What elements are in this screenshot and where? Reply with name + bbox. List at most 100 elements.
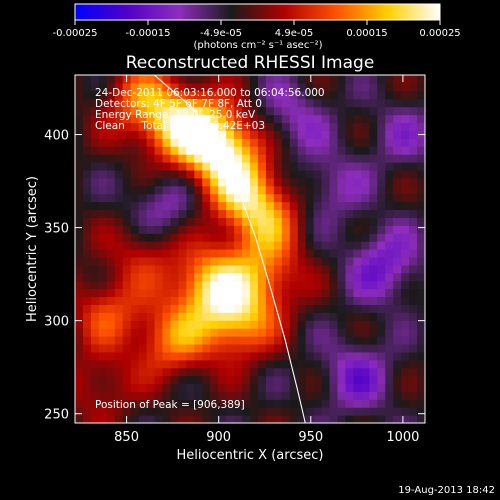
heatmap-cell	[265, 367, 275, 377]
heatmap-cell	[409, 399, 418, 408]
heatmap-cell	[106, 320, 116, 329]
heatmap-cell	[361, 154, 370, 163]
heatmap-cell	[138, 312, 148, 321]
heatmap-cell	[281, 130, 291, 139]
heatmap-cell	[313, 130, 323, 139]
heatmap-cell	[345, 169, 355, 179]
heatmap-cell	[345, 256, 355, 266]
heatmap-cell	[281, 391, 291, 400]
heatmap-cell	[170, 225, 180, 234]
heatmap-cell	[281, 288, 291, 298]
heatmap-cell	[90, 320, 100, 329]
heatmap-cell	[122, 272, 132, 282]
heatmap-cell	[162, 154, 172, 163]
heatmap-cell	[257, 304, 267, 313]
heatmap-cell	[90, 336, 100, 345]
heatmap-cell	[409, 272, 418, 282]
heatmap-cell	[226, 201, 235, 211]
heatmap-cell	[409, 383, 418, 392]
heatmap-cell	[305, 375, 315, 385]
heatmap-cell	[210, 304, 219, 313]
heatmap-cell	[106, 312, 116, 321]
heatmap-cell	[202, 320, 211, 329]
heatmap-cell	[409, 320, 418, 329]
heatmap-cell	[265, 169, 275, 179]
heatmap-cell	[130, 90, 140, 100]
heatmap-cell	[369, 399, 378, 408]
heatmap-cell	[138, 114, 148, 124]
heatmap-cell	[82, 399, 92, 408]
heatmap-cell	[281, 154, 291, 163]
heatmap-cell	[417, 138, 425, 147]
heatmap-cell	[226, 233, 235, 242]
heatmap-cell	[321, 201, 331, 211]
heatmap-cell	[409, 415, 418, 423]
heatmap-cell	[273, 169, 283, 179]
heatmap-cell	[273, 209, 283, 218]
heatmap-cell	[393, 264, 402, 274]
heatmap-cell	[106, 288, 116, 298]
heatmap-cell	[305, 225, 315, 234]
heatmap-cell	[106, 98, 116, 108]
heatmap-cell	[234, 193, 243, 203]
heatmap-cell	[75, 320, 84, 329]
heatmap-cell	[82, 256, 92, 266]
heatmap-cell	[265, 146, 275, 155]
heatmap-cell	[281, 280, 291, 290]
heatmap-cell	[178, 351, 187, 361]
heatmap-cell	[114, 75, 124, 84]
heatmap-cell	[154, 162, 164, 171]
heatmap-cell	[353, 407, 362, 416]
heatmap-cell	[321, 162, 331, 171]
heatmap-cell	[226, 320, 235, 329]
heatmap-cell	[170, 336, 180, 345]
heatmap-cell	[82, 98, 92, 108]
heatmap-cell	[353, 328, 362, 337]
annotation-energy: Energy Range: 12.0 - 25.0 keV	[95, 109, 256, 121]
heatmap-cell	[281, 90, 291, 100]
heatmap-cell	[409, 162, 418, 171]
heatmap-cell	[138, 256, 148, 266]
heatmap-cell	[297, 296, 307, 305]
heatmap-cell	[186, 225, 195, 234]
heatmap-cell	[146, 296, 156, 305]
heatmap-cell	[75, 185, 84, 195]
heatmap-cell	[82, 296, 92, 305]
heatmap-cell	[385, 391, 394, 400]
heatmap-cell	[106, 177, 116, 187]
heatmap-cell	[194, 249, 203, 258]
heatmap-cell	[250, 383, 259, 392]
heatmap-cell	[178, 82, 187, 92]
heatmap-cell	[289, 217, 299, 226]
heatmap-cell	[162, 185, 172, 195]
heatmap-cell	[385, 320, 394, 329]
heatmap-cell	[75, 75, 84, 84]
heatmap-cell	[329, 217, 339, 226]
heatmap-cell	[234, 241, 243, 250]
heatmap-cell	[353, 296, 362, 305]
heatmap-cell	[138, 185, 148, 195]
heatmap-cell	[178, 375, 187, 385]
heatmap-cell	[329, 256, 339, 266]
heatmap-cell	[122, 351, 132, 361]
heatmap-cell	[154, 272, 164, 282]
heatmap-cell	[242, 304, 251, 313]
heatmap-cell	[98, 75, 108, 84]
heatmap-cell	[250, 336, 259, 345]
heatmap-cell	[75, 328, 84, 337]
heatmap-cell	[385, 209, 394, 218]
heatmap-cell	[75, 351, 84, 361]
heatmap-cell	[242, 185, 251, 195]
heatmap-cell	[417, 336, 425, 345]
heatmap-cell	[178, 209, 187, 218]
heatmap-cell	[313, 154, 323, 163]
heatmap-cell	[242, 264, 251, 274]
heatmap-cell	[361, 336, 370, 345]
heatmap-cell	[194, 415, 203, 423]
heatmap-cell	[242, 90, 251, 100]
heatmap-cell	[385, 367, 394, 377]
heatmap-cell	[242, 241, 251, 250]
heatmap-cell	[345, 359, 355, 369]
heatmap-cell	[289, 249, 299, 258]
heatmap-cell	[242, 415, 251, 423]
